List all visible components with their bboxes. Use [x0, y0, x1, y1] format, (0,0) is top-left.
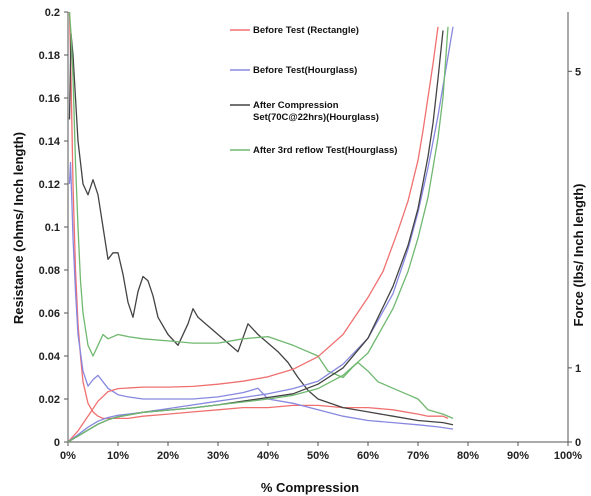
force-line-before-test-rectangle: [67, 26, 439, 443]
x-axis-title: % Compression: [261, 480, 359, 495]
x-tick-label: 70%: [407, 450, 429, 462]
y-tick-label: 0.12: [39, 179, 60, 191]
y-tick-label: 0.1: [45, 222, 60, 234]
legend-label: Before Test (Rectangle): [253, 25, 359, 36]
legend: Before Test (Rectangle) Before Test(Hourg…: [230, 25, 397, 156]
y-tick-label: 0.16: [39, 93, 60, 105]
x-tick-label: 100%: [554, 450, 582, 462]
y2-axis-title: Force (lbs/ Inch length): [571, 183, 586, 326]
y-tick-label: 0: [54, 437, 60, 449]
force-line-after-compression-set-70c-22hrs-hourglass: [67, 30, 444, 443]
x-tick-label: 60%: [357, 450, 379, 462]
x-tick-label: 30%: [207, 450, 229, 462]
resistance-series: [68, 11, 454, 430]
x-tick-label: 80%: [457, 450, 479, 462]
y-tick-label: 0.04: [39, 351, 61, 363]
resistance-line-after-3rd-reflow-test-hourglass: [68, 11, 454, 419]
y-axis-title: Resistance (ohms/ Inch length): [11, 132, 26, 324]
resistance-line-after-compression-set-70c-22hrs-hourglass: [68, 32, 454, 426]
x-tick-labels: 0% 10% 20% 30% 40% 50% 60% 70% 80% 90% 100%: [60, 442, 582, 462]
legend-label: Before Test(Hourglass): [253, 65, 357, 76]
force-line-before-test-hourglass: [67, 26, 454, 443]
force-line-after-3rd-reflow-test-hourglass: [67, 26, 449, 443]
force-series: [67, 26, 454, 443]
y-tick-label: 0.2: [45, 7, 60, 19]
legend-label: After Compression: [253, 100, 339, 111]
y-tick-label: 0.02: [39, 394, 60, 406]
y-tick-labels: 0 0.02 0.04 0.06 0.08 0.1 0.12 0.14 0.16 0.18 0.2: [39, 7, 68, 449]
y-tick-label: 0.06: [39, 308, 60, 320]
x-tick-label: 0%: [60, 450, 76, 462]
x-tick-label: 20%: [157, 450, 179, 462]
plot-frame: [67, 12, 569, 443]
y-tick-label: 0.18: [39, 50, 60, 62]
legend-label: After 3rd reflow Test(Hourglass): [253, 145, 397, 156]
y2-tick-label: 0: [575, 437, 581, 449]
x-tick-label: 40%: [257, 450, 279, 462]
x-tick-label: 90%: [507, 450, 529, 462]
legend-label-line2: Set(70C@22hrs)(Hourglass): [253, 112, 379, 123]
y-tick-label: 0.08: [39, 265, 60, 277]
x-tick-label: 50%: [307, 450, 329, 462]
y2-tick-label: 1: [575, 363, 581, 375]
y2-tick-label: 5: [575, 66, 581, 78]
x-tick-label: 10%: [107, 450, 129, 462]
y-tick-label: 0.14: [39, 136, 61, 148]
resistance-line-before-test-hourglass: [68, 161, 454, 430]
y2-tick-labels: 0 1 5: [568, 66, 581, 449]
